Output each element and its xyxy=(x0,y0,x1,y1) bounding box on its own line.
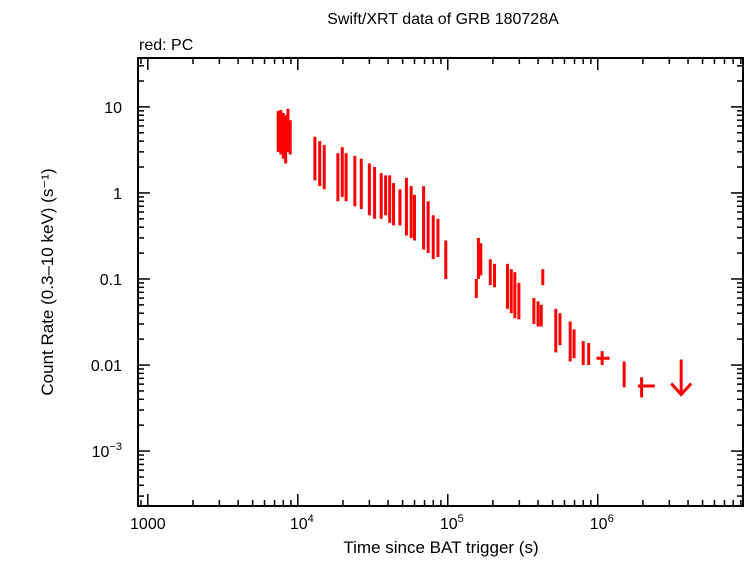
data-point xyxy=(541,269,545,286)
data-point xyxy=(379,173,383,219)
data-point xyxy=(436,218,440,258)
data-point xyxy=(426,201,430,254)
y-axis-label: Count Rate (0.3–10 keV) (s⁻¹) xyxy=(38,168,57,395)
x-tick-label: 105 xyxy=(440,513,464,533)
x-tick-label: 1000 xyxy=(130,516,166,533)
axis-ticks: 1000 104 105 106 10 1 0.1 0.01 10−3 xyxy=(91,58,743,533)
data-point xyxy=(558,313,562,346)
data-point xyxy=(509,269,513,314)
data-point xyxy=(596,351,610,366)
data-point xyxy=(488,259,492,286)
y-tick-label: 1 xyxy=(113,186,122,203)
data-point xyxy=(279,110,283,155)
data-point xyxy=(581,341,585,366)
data-point xyxy=(413,194,417,241)
data-point xyxy=(587,343,591,366)
y-tick-label: 0.1 xyxy=(100,272,122,289)
data-point xyxy=(340,147,344,197)
data-point xyxy=(322,145,326,190)
data-point xyxy=(281,112,285,159)
data-point xyxy=(344,153,348,202)
data-point xyxy=(409,186,413,238)
data-point xyxy=(404,177,408,236)
data-point xyxy=(505,263,509,309)
data-point xyxy=(532,298,536,324)
data-point xyxy=(637,377,655,398)
data-point xyxy=(554,308,558,353)
data-point xyxy=(276,110,280,152)
data-point xyxy=(539,304,543,327)
data-point xyxy=(336,153,340,202)
data-point xyxy=(572,329,576,359)
data-point xyxy=(353,155,357,207)
data-point xyxy=(422,186,426,250)
data-point xyxy=(392,183,396,226)
x-axis-label: Time since BAT trigger (s) xyxy=(343,538,538,557)
arrow-down-icon xyxy=(670,382,693,397)
data-point xyxy=(398,189,402,226)
data-point xyxy=(288,120,292,155)
data-point xyxy=(493,263,497,288)
x-tick-label: 106 xyxy=(590,513,614,533)
data-point xyxy=(373,167,377,219)
data-point xyxy=(474,278,478,299)
data-point xyxy=(286,108,290,152)
chart-title: Swift/XRT data of GRB 180728A xyxy=(327,11,559,28)
data-point xyxy=(513,272,517,319)
data-point xyxy=(284,115,288,164)
plot-frame xyxy=(137,57,744,507)
y-tick-label: 10−3 xyxy=(92,441,122,461)
data-point xyxy=(313,136,317,181)
data-point xyxy=(388,175,392,223)
data-point xyxy=(536,301,540,327)
data-point xyxy=(444,240,448,279)
data-point xyxy=(622,361,626,388)
x-tick-label: 104 xyxy=(290,513,314,533)
chart-subtitle: red: PC xyxy=(139,37,193,54)
data-point xyxy=(384,175,388,216)
data-point xyxy=(476,237,480,279)
y-tick-label: 10 xyxy=(104,100,122,117)
data-point xyxy=(517,282,521,320)
y-tick-label: 0.01 xyxy=(91,358,122,375)
data-points xyxy=(276,108,693,398)
upper-limit xyxy=(670,359,693,397)
data-point xyxy=(568,321,572,362)
data-point xyxy=(367,163,371,216)
data-point xyxy=(431,215,435,260)
data-point xyxy=(318,141,322,187)
data-point xyxy=(359,158,363,210)
data-point xyxy=(479,243,483,276)
